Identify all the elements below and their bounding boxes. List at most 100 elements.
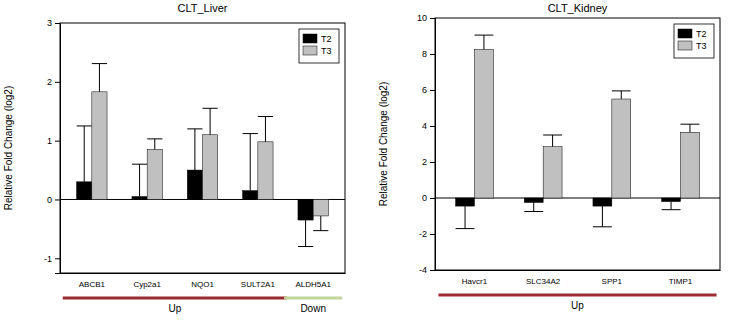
error-bar xyxy=(147,139,162,150)
error-bar-cap xyxy=(77,125,92,126)
y-tick: -4 xyxy=(419,265,435,275)
y-tick-label: -1 xyxy=(44,254,52,264)
group-label: Down xyxy=(300,303,326,314)
y-axis-line xyxy=(55,24,61,274)
x-tick: ALDH5A1 xyxy=(295,273,331,289)
x-tick-label: SLC34A2 xyxy=(526,277,561,286)
error-bar-stem xyxy=(483,35,484,49)
x-tick: Cyp2a1 xyxy=(133,273,161,289)
error-bar-stem xyxy=(465,206,466,229)
error-bar xyxy=(243,134,258,191)
legend-label: T3 xyxy=(696,41,707,51)
error-bar xyxy=(187,129,202,170)
y-tick-mark xyxy=(55,258,60,259)
error-bar-stem xyxy=(689,124,690,132)
error-bar-cap xyxy=(474,35,493,36)
panel: CLT_Kidney Relative Fold Change (log2) -4 -… xyxy=(378,2,721,311)
y-tick: 6 xyxy=(422,85,435,95)
error-bar-cap xyxy=(298,246,313,247)
error-bar xyxy=(258,117,273,142)
y-tick-mark xyxy=(430,18,435,19)
y-tick-mark xyxy=(55,82,60,83)
error-bar-stem xyxy=(265,117,266,142)
y-tick-label: 1 xyxy=(47,136,52,146)
error-bar-stem xyxy=(305,220,306,246)
error-bar-cap xyxy=(92,63,107,64)
y-tick: 3 xyxy=(47,18,60,28)
error-bar xyxy=(203,108,218,134)
error-bar-cap xyxy=(258,116,273,117)
error-bar xyxy=(132,164,147,196)
legend-label: T2 xyxy=(696,29,707,39)
y-tick-mark xyxy=(55,141,60,142)
error-bar-stem xyxy=(552,135,553,147)
group-label: Up xyxy=(571,300,584,311)
x-axis-line xyxy=(61,273,346,274)
x-tick: SLC34A2 xyxy=(526,270,561,286)
x-axis: Havcr1SLC34A2SPP1TIMP1 xyxy=(436,270,721,286)
error-bar-stem xyxy=(671,202,672,210)
bar xyxy=(313,199,328,215)
error-bar-cap xyxy=(662,209,681,210)
error-bar-cap xyxy=(203,108,218,109)
x-tick-label: Cyp2a1 xyxy=(133,280,161,289)
y-tick: 4 xyxy=(422,121,435,131)
error-bar-stem xyxy=(154,139,155,150)
error-bar xyxy=(77,126,92,182)
x-tick-label: ALDH5A1 xyxy=(295,280,331,289)
x-tick-label: SULT2A1 xyxy=(241,280,276,289)
plot-area xyxy=(456,35,700,229)
bar xyxy=(147,149,162,199)
error-bar xyxy=(662,202,681,210)
y-tick: -1 xyxy=(44,254,60,264)
legend-swatch xyxy=(678,29,692,38)
error-bar-stem xyxy=(99,64,100,92)
error-bar-cap xyxy=(456,228,475,229)
error-bar-stem xyxy=(194,129,195,170)
y-tick: 1 xyxy=(47,136,60,146)
canvas: CLT_Liver Relative Fold Change (log2) -1 0 1… xyxy=(0,0,737,325)
y-tick-label: 6 xyxy=(422,85,427,95)
y-axis-title: Relative Fold Change (log2) xyxy=(378,82,389,207)
y-tick-mark xyxy=(430,90,435,91)
bar xyxy=(132,197,147,200)
y-tick: 2 xyxy=(422,157,435,167)
group-underline xyxy=(438,294,716,297)
y-tick: 8 xyxy=(422,49,435,59)
x-tick-label: ABCB1 xyxy=(79,280,106,289)
bar xyxy=(612,99,631,198)
bar xyxy=(662,198,681,202)
error-bar xyxy=(474,35,493,49)
error-bar-stem xyxy=(210,108,211,134)
legend-swatch xyxy=(303,34,317,43)
title: CLT_Kidney xyxy=(548,2,608,14)
title: CLT_Liver xyxy=(178,2,228,14)
y-tick-mark xyxy=(55,199,60,200)
x-tick: SULT2A1 xyxy=(241,273,276,289)
y-tick-label: -2 xyxy=(419,229,427,239)
y-tick-mark xyxy=(430,234,435,235)
legend-swatch xyxy=(678,41,692,50)
error-bar-stem xyxy=(533,203,534,212)
error-bar xyxy=(612,91,631,99)
error-bar-stem xyxy=(602,206,603,227)
y-tick: 0 xyxy=(47,195,60,205)
x-tick: NQO1 xyxy=(191,273,214,289)
y-tick: 10 xyxy=(417,13,435,23)
y-tick: 2 xyxy=(47,77,60,87)
y-tick-label: 4 xyxy=(422,121,427,131)
x-tick-label: SPP1 xyxy=(602,277,623,286)
y-tick-label: 0 xyxy=(47,195,52,205)
bar xyxy=(243,191,258,200)
error-bar-cap xyxy=(612,90,631,91)
y-tick-mark xyxy=(430,126,435,127)
error-bar-cap xyxy=(543,135,562,136)
y-tick-label: 2 xyxy=(47,77,52,87)
y-axis: -4-20246810 xyxy=(417,13,436,275)
bar xyxy=(681,132,700,198)
error-bar xyxy=(681,124,700,132)
error-bar xyxy=(524,203,543,212)
error-bar-cap xyxy=(313,230,328,231)
x-tick-label: NQO1 xyxy=(191,280,214,289)
y-tick-label: 2 xyxy=(422,157,427,167)
